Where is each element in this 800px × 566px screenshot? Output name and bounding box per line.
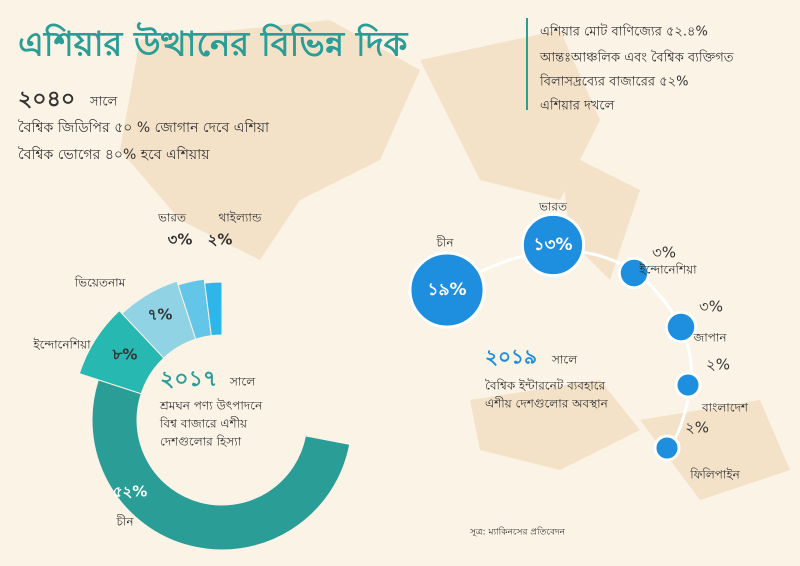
segment-value: ৭%: [148, 306, 173, 324]
chart-subtitle: দেশগুলোর হিস্যা: [160, 435, 242, 449]
fact-line: বৈশ্বিক জিডিপির ৫০ % জোগান দেবে এশিয়া: [18, 119, 270, 136]
segment-value: ৩%: [168, 231, 193, 249]
bubble-name: ইন্দোনেশিয়া: [638, 263, 697, 277]
donut-segment: [78, 309, 165, 395]
segment-value: ২%: [208, 231, 233, 249]
bubble-value: ৩%: [652, 244, 676, 262]
bubble-name: চীন: [435, 236, 454, 250]
bubble-value: ২%: [685, 419, 709, 437]
segment-name: ইন্দোনেশিয়া: [32, 338, 91, 352]
bubble-value: ১৯%: [427, 280, 466, 300]
bubble-name: ফিলিপাইন: [689, 468, 740, 482]
map-decoration: [120, 20, 790, 500]
title: এশিয়ার উত্থানের বিভিন্ন দিক: [18, 22, 409, 65]
chart-subtitle: শ্রমঘন পণ্য উৎপাদনে: [159, 399, 263, 413]
bubble: [664, 310, 698, 344]
fact-line: এশিয়ার দখলে: [540, 98, 615, 114]
facts-year: ২০৪০: [18, 87, 75, 112]
chart-subtitle: বৈশ্বিক ইন্টারনেট ব্যবহারে: [485, 379, 606, 393]
fact-line: বৈশ্বিক ভোগের ৪০% হবে এশিয়ায়: [18, 146, 210, 163]
fact-line: এশিয়ার মোট বাণিজ্যের ৫২.৪%: [540, 24, 708, 40]
segment-name: ভারত: [157, 211, 187, 225]
bubble: [520, 212, 586, 278]
fact-line: বিলাসদ্রব্যের বাজারের ৫২%: [539, 74, 688, 90]
donut-segment: [204, 281, 223, 337]
segment-name: থাইল্যান্ড: [219, 211, 262, 225]
chart-suffix: সালে: [551, 353, 578, 367]
chart-year: ২০১৭: [160, 367, 217, 392]
bubble: [653, 434, 681, 462]
bubble: [617, 256, 651, 290]
donut-segment: [91, 379, 351, 551]
chart-year: ২০১৯: [485, 345, 537, 369]
chart-subtitle: এশীয় দেশগুলোর অবস্থান: [485, 397, 609, 411]
chart-subtitle: বিশ্ব বাজারে এশীয়: [159, 417, 248, 431]
facts-suffix: সালে: [89, 95, 118, 110]
source: সূত্র: ম্যাকিনসের প্রতিবেদন: [469, 527, 566, 538]
bubble-value: ১৩%: [533, 235, 572, 255]
bubble-value: ২%: [706, 356, 730, 374]
bubble: [408, 251, 486, 329]
bubble-name: বাংলাদেশ: [701, 401, 749, 415]
segment-value: ৫২%: [113, 483, 148, 501]
chart-suffix: সালে: [229, 375, 256, 389]
bubble: [674, 371, 702, 399]
bubble-name: ভারত: [538, 200, 568, 214]
bubble-name: জাপান: [692, 331, 727, 345]
fact-line: আন্তঃআঞ্চলিক এবং বৈশ্বিক ব্যক্তিগত: [539, 50, 734, 66]
segment-name: চীন: [115, 515, 134, 529]
bubble-value: ৩%: [699, 298, 723, 316]
segment-value: ৮%: [112, 346, 138, 364]
donut-segment: [121, 280, 197, 359]
segment-name: ভিয়েতনাম: [74, 276, 126, 290]
